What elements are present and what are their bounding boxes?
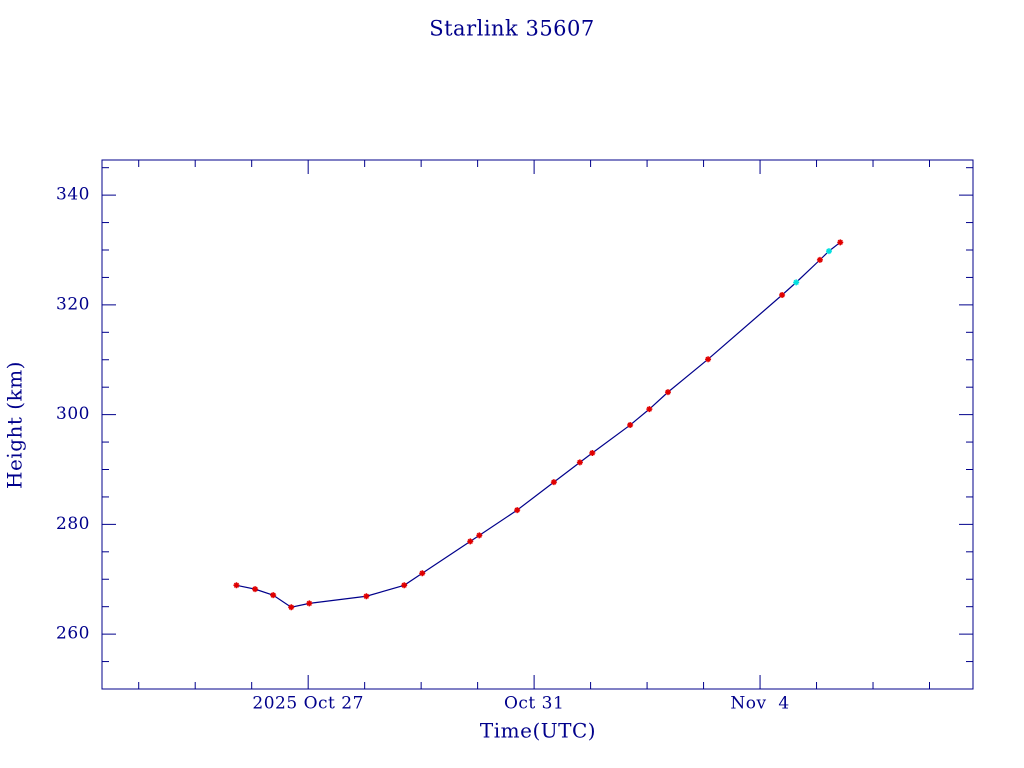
data-point bbox=[627, 422, 634, 429]
data-point bbox=[476, 532, 483, 539]
data-point bbox=[467, 538, 474, 545]
data-line bbox=[236, 241, 841, 608]
x-tick-label: 2025 Oct 27 bbox=[252, 694, 364, 714]
y-tick-label: 280 bbox=[56, 514, 90, 534]
y-tick-label: 260 bbox=[56, 624, 90, 644]
data-point bbox=[793, 279, 800, 286]
data-point bbox=[252, 586, 259, 593]
data-point bbox=[363, 593, 370, 600]
data-point bbox=[233, 582, 240, 589]
data-point bbox=[288, 604, 295, 611]
y-tick-label: 340 bbox=[56, 185, 90, 205]
y-tick-label: 320 bbox=[56, 294, 90, 314]
data-point bbox=[779, 291, 786, 298]
data-point bbox=[589, 450, 596, 457]
y-tick-label: 300 bbox=[56, 404, 90, 424]
data-point bbox=[825, 248, 832, 255]
chart-title: Starlink 35607 bbox=[429, 17, 595, 41]
data-point bbox=[576, 459, 583, 466]
y-axis-label: Height (km) bbox=[3, 361, 27, 489]
x-tick-label: Oct 31 bbox=[504, 694, 564, 714]
data-point bbox=[705, 356, 712, 363]
x-axis-label: Time(UTC) bbox=[480, 719, 596, 743]
data-point bbox=[270, 592, 277, 599]
data-point bbox=[306, 600, 313, 607]
data-point bbox=[514, 507, 521, 514]
data-point bbox=[664, 389, 671, 396]
data-point bbox=[550, 479, 557, 486]
data-point bbox=[837, 239, 844, 246]
x-tick-label: Nov 4 bbox=[730, 694, 789, 714]
plot-frame bbox=[101, 159, 974, 690]
data-point bbox=[401, 582, 408, 589]
data-point bbox=[816, 256, 823, 263]
data-point bbox=[419, 570, 426, 577]
data-point bbox=[646, 406, 653, 413]
